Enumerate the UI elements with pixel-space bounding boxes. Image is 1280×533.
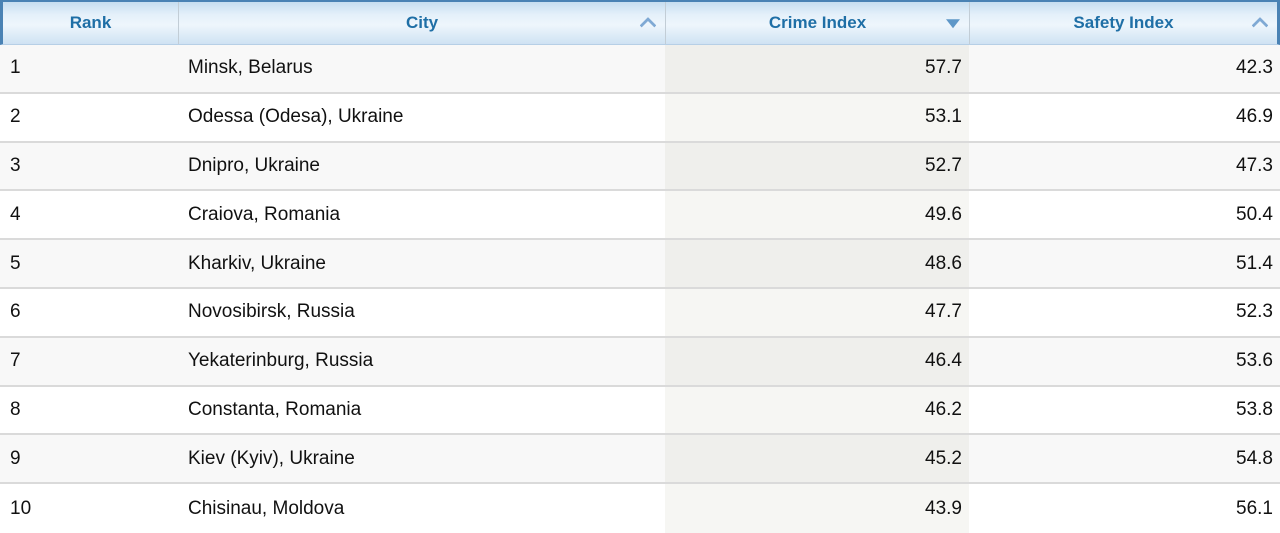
crime-index-cell: 53.1 <box>665 93 969 141</box>
city-cell: Kharkiv, Ukraine <box>188 252 326 274</box>
table-row: 7 Yekaterinburg, Russia 46.4 53.6 <box>0 337 1280 387</box>
crime-index-cell: 43.9 <box>665 484 969 533</box>
crime-index-cell: 46.4 <box>665 337 969 385</box>
city-cell: Chisinau, Moldova <box>188 497 345 519</box>
safety-index-cell: 53.8 <box>1236 398 1273 420</box>
column-header-rank[interactable]: Rank <box>3 2 178 44</box>
rank-cell: 8 <box>10 398 21 420</box>
table-row: 3 Dnipro, Ukraine 52.7 47.3 <box>0 142 1280 192</box>
safety-index-cell: 54.8 <box>1236 447 1273 469</box>
column-header-crime-index[interactable]: Crime Index <box>665 2 969 44</box>
city-cell: Odessa (Odesa), Ukraine <box>188 106 404 128</box>
rank-cell: 7 <box>10 350 21 372</box>
column-header-rank-label: Rank <box>69 13 112 32</box>
table-row: 5 Kharkiv, Ukraine 48.6 51.4 <box>0 240 1280 289</box>
crime-index-cell: 47.7 <box>665 288 969 336</box>
sort-ascending-icon <box>1251 16 1269 34</box>
safety-index-cell: 46.9 <box>1236 106 1273 128</box>
crime-index-cell: 46.2 <box>665 386 969 434</box>
sort-ascending-icon <box>639 16 657 34</box>
safety-index-cell: 56.1 <box>1236 497 1273 519</box>
safety-index-cell: 53.6 <box>1236 350 1273 372</box>
rank-cell: 5 <box>10 252 21 274</box>
table-row: 2 Odessa (Odesa), Ukraine 53.1 46.9 <box>0 93 1280 143</box>
column-header-city[interactable]: City <box>178 2 665 44</box>
rank-cell: 1 <box>10 57 21 79</box>
column-header-safety-index-label: Safety Index <box>1073 13 1174 32</box>
sort-descending-icon <box>946 19 960 29</box>
rank-cell: 6 <box>10 301 21 323</box>
crime-index-cell: 52.7 <box>665 142 969 190</box>
city-cell: Yekaterinburg, Russia <box>188 350 374 372</box>
city-cell: Novosibirsk, Russia <box>188 301 355 323</box>
safety-index-cell: 47.3 <box>1236 154 1273 176</box>
table-row: 10 Chisinau, Moldova 43.9 56.1 <box>0 484 1280 533</box>
rank-cell: 4 <box>10 203 21 225</box>
table-row: 8 Constanta, Romania 46.2 53.8 <box>0 386 1280 436</box>
crime-index-cell: 49.6 <box>665 191 969 239</box>
crime-index-cell: 48.6 <box>665 240 969 287</box>
column-header-crime-index-label: Crime Index <box>768 13 867 32</box>
table-header-row: Rank City Crime Index Safety Index <box>0 0 1280 45</box>
safety-index-cell: 42.3 <box>1236 57 1273 79</box>
city-cell: Minsk, Belarus <box>188 57 313 79</box>
table-row: 4 Craiova, Romania 49.6 50.4 <box>0 191 1280 241</box>
crime-index-cell: 45.2 <box>665 435 969 483</box>
column-header-city-label: City <box>405 13 439 32</box>
safety-index-cell: 52.3 <box>1236 301 1273 323</box>
crime-index-cell: 57.7 <box>665 45 969 92</box>
column-header-safety-index[interactable]: Safety Index <box>969 2 1277 44</box>
city-cell: Kiev (Kyiv), Ukraine <box>188 447 355 469</box>
safety-index-cell: 50.4 <box>1236 203 1273 225</box>
table-row: 9 Kiev (Kyiv), Ukraine 45.2 54.8 <box>0 435 1280 485</box>
table-row: 1 Minsk, Belarus 57.7 42.3 <box>0 45 1280 94</box>
safety-index-cell: 51.4 <box>1236 252 1273 274</box>
rank-cell: 2 <box>10 106 21 128</box>
city-cell: Dnipro, Ukraine <box>188 154 320 176</box>
city-cell: Craiova, Romania <box>188 203 341 225</box>
rank-cell: 10 <box>10 497 32 519</box>
rank-cell: 3 <box>10 154 21 176</box>
rank-cell: 9 <box>10 447 21 469</box>
city-cell: Constanta, Romania <box>188 398 362 420</box>
table-row: 6 Novosibirsk, Russia 47.7 52.3 <box>0 288 1280 338</box>
